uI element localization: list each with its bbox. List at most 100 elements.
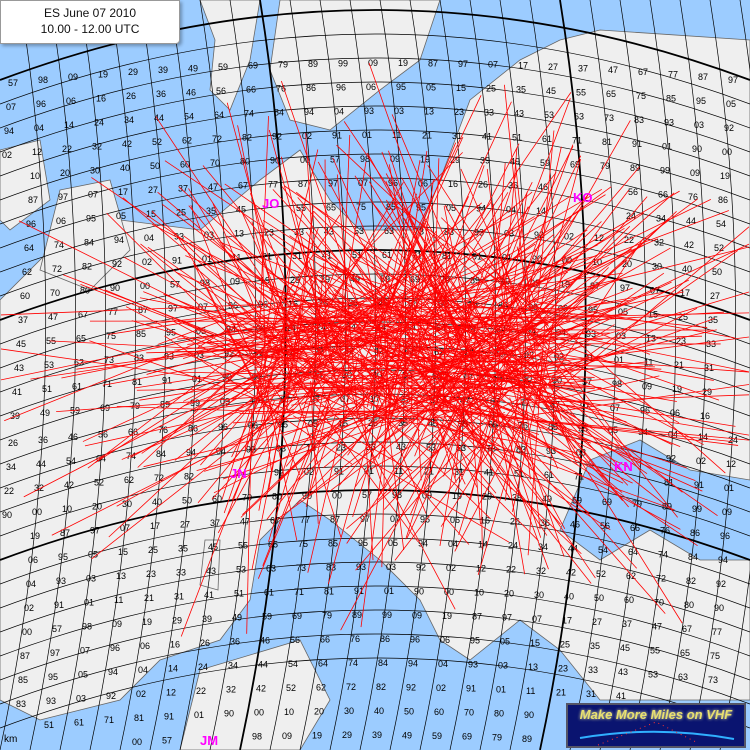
grid-square-number: 04 (438, 659, 448, 669)
grid-square-number: 04 (34, 123, 44, 133)
grid-square-number: 87 (550, 399, 560, 409)
grid-square-number: 89 (662, 502, 672, 512)
qso-path-line (531, 384, 750, 416)
grid-meridian (149, 0, 197, 750)
qso-path-line (251, 221, 302, 384)
qso-path-line (455, 172, 557, 301)
land-mass (199, 0, 261, 111)
qso-path-line (404, 218, 503, 383)
qso-path-line (446, 320, 544, 369)
grid-parallel (0, 489, 750, 561)
grid-square-number: 30 (344, 706, 354, 716)
grid-square-number: 98 (82, 622, 92, 632)
grid-square-number: 13 (646, 334, 656, 344)
grid-square-number: 33 (176, 567, 186, 577)
qso-path-line (84, 378, 389, 447)
qso-path-line (332, 157, 407, 326)
qso-path-line (381, 299, 435, 369)
qso-path-line (244, 300, 279, 451)
grid-square-number: 86 (306, 83, 316, 93)
qso-path-line (423, 392, 462, 490)
qso-path-line (430, 243, 536, 315)
grid-square-number: 13 (234, 229, 244, 239)
grid-square-number: 03 (694, 120, 704, 130)
grid-square-number: 35 (206, 206, 216, 216)
grid-square-number: 73 (296, 563, 306, 573)
grid-square-number: 16 (700, 411, 710, 421)
grid-square-number: 22 (196, 686, 206, 696)
grid-square-number: 02 (554, 351, 564, 361)
logo: Make More Miles on VHF (566, 703, 746, 748)
grid-square-number: 06 (450, 515, 460, 525)
field-label-kn: KN (614, 459, 633, 474)
qso-path-line (257, 406, 330, 579)
grid-square-number: 35 (516, 85, 526, 95)
grid-square-number: 12 (166, 687, 176, 697)
grid-square-number: 97 (58, 192, 68, 202)
grid-square-number: 99 (692, 504, 702, 514)
grid-square-number: 87 (698, 72, 708, 82)
qso-path-line (281, 359, 545, 373)
grid-square-number: 98 (612, 379, 622, 389)
grid-square-number: 63 (74, 358, 84, 368)
qso-path-line (504, 368, 593, 373)
grid-square-number: 59 (380, 274, 390, 284)
qso-path-line (223, 344, 283, 514)
grid-square-number: 20 (60, 168, 70, 178)
grid-square-number: 21 (424, 466, 434, 476)
qso-path-line (330, 416, 387, 462)
qso-path-line (231, 390, 265, 458)
grid-square-number: 19 (442, 611, 452, 621)
grid-square-number: 93 (46, 696, 56, 706)
qso-path-line (375, 309, 520, 345)
qso-path-line (163, 293, 308, 355)
grid-square-number: 09 (282, 731, 292, 741)
qso-path-line (323, 279, 378, 353)
grid-square-number: 94 (4, 126, 14, 136)
qso-path-line (372, 320, 451, 404)
grid-square-number: 21 (422, 130, 432, 140)
grid-square-number: 01 (194, 710, 204, 720)
grid-square-number: 00 (300, 155, 310, 165)
grid-square-number: 87 (472, 612, 482, 622)
qso-path-line (155, 116, 296, 328)
grid-square-number: 29 (172, 615, 182, 625)
grid-square-number: 89 (522, 734, 532, 744)
grid-square-number: 87 (428, 58, 438, 68)
grid-square-number: 81 (664, 478, 674, 488)
grid-square-number: 50 (182, 495, 192, 505)
grid-square-number: 05 (426, 82, 436, 92)
grid-square-number: 70 (210, 158, 220, 168)
qso-path-line (529, 300, 735, 339)
grid-square-number: 75 (518, 421, 528, 431)
grid-square-number: 16 (96, 94, 106, 104)
grid-square-number: 96 (336, 82, 346, 92)
grid-square-number: 51 (234, 589, 244, 599)
grid-square-number: 27 (148, 185, 158, 195)
grid-square-number: 99 (382, 610, 392, 620)
grid-square-number: 01 (662, 142, 672, 152)
grid-square-number: 01 (364, 466, 374, 476)
grid-square-number: 17 (518, 61, 528, 71)
grid-square-number: 10 (284, 707, 294, 717)
grid-square-number: 77 (712, 627, 722, 637)
qso-path-line (298, 414, 370, 481)
grid-square-number: 26 (478, 180, 488, 190)
grid-square-number: 47 (48, 312, 58, 322)
qso-path-line (204, 390, 455, 472)
grid-square-number: 65 (488, 420, 498, 430)
grid-square-number: 25 (486, 84, 496, 94)
grid-square-number: 11 (114, 595, 123, 605)
grid-square-number: 04 (26, 579, 36, 589)
grid-square-number: 41 (322, 250, 332, 260)
grid-square-number: 17 (680, 288, 690, 298)
grid-square-number: 31 (586, 689, 596, 699)
grid-square-number: 91 (584, 353, 594, 363)
grid-square-number: 98 (38, 75, 48, 85)
grid-square-number: 00 (140, 281, 150, 291)
qso-path-line (532, 236, 645, 408)
grid-square-number: 06 (440, 635, 450, 645)
grid-square-number: 76 (688, 192, 698, 202)
qso-path-line (277, 214, 341, 309)
grid-square-number: 60 (180, 159, 190, 169)
